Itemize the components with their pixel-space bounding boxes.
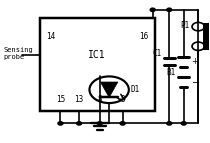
- Text: 14: 14: [46, 32, 55, 41]
- Circle shape: [120, 122, 125, 125]
- Text: 8: 8: [97, 95, 102, 104]
- Bar: [203, 23, 210, 50]
- Circle shape: [77, 122, 81, 125]
- Circle shape: [181, 122, 186, 125]
- Text: D1: D1: [131, 85, 140, 94]
- Circle shape: [97, 122, 102, 125]
- Text: Sensing
probe: Sensing probe: [3, 47, 33, 60]
- Text: P1: P1: [181, 21, 190, 30]
- Text: 15: 15: [56, 95, 65, 104]
- Text: −: −: [192, 78, 200, 88]
- Text: 16: 16: [139, 32, 148, 41]
- Text: IC1: IC1: [88, 50, 106, 60]
- Circle shape: [167, 8, 172, 11]
- Circle shape: [167, 122, 172, 125]
- Text: 3: 3: [120, 95, 125, 104]
- Text: +: +: [192, 57, 198, 66]
- Text: 13: 13: [75, 95, 84, 104]
- Text: C1: C1: [152, 49, 161, 58]
- Circle shape: [58, 122, 63, 125]
- Circle shape: [150, 8, 155, 11]
- Text: B1: B1: [167, 68, 176, 77]
- Polygon shape: [100, 82, 118, 97]
- FancyBboxPatch shape: [40, 18, 155, 111]
